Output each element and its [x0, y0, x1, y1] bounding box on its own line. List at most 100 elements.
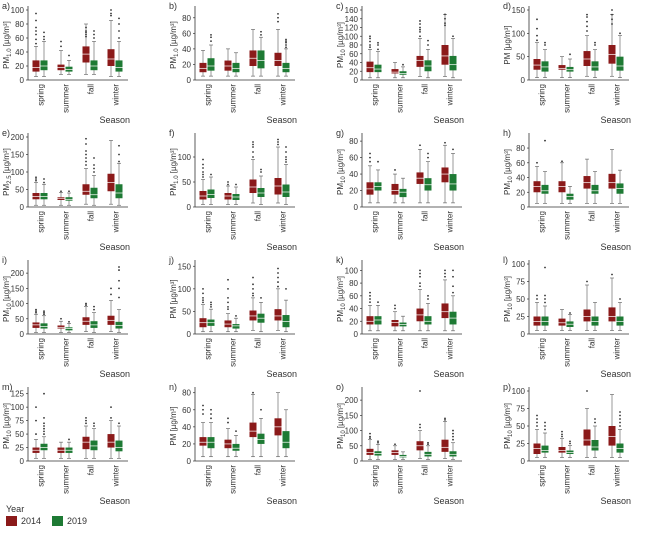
panel-label: e): [2, 128, 10, 138]
outlier: [227, 287, 229, 290]
panel-label: b): [169, 1, 177, 11]
outlier: [536, 18, 538, 21]
outlier: [544, 294, 546, 297]
outlier: [35, 30, 37, 32]
outlier: [377, 441, 379, 444]
x-tick-label-fall: fall: [254, 84, 263, 94]
outlier: [277, 12, 279, 15]
y-tick-label: 50: [516, 295, 525, 304]
outlier: [444, 417, 446, 420]
outlier: [444, 272, 446, 275]
outlier: [544, 425, 546, 427]
outlier: [252, 287, 254, 290]
outlier: [285, 146, 287, 148]
outlier: [285, 158, 287, 161]
outlier: [619, 414, 621, 417]
outlier: [569, 442, 571, 445]
outlier: [444, 22, 446, 25]
y-tick-label: 25: [15, 444, 24, 453]
y-axis-label: PM10 [µg/m³]: [336, 22, 347, 68]
x-axis-title: Season: [433, 369, 464, 379]
y-tick-label: 150: [11, 151, 25, 160]
legend-item-2019: 2019: [52, 516, 87, 526]
outlier: [85, 153, 87, 156]
outlier: [427, 152, 429, 155]
outlier: [419, 28, 421, 31]
y-tick-label: 75: [516, 278, 525, 287]
box-2014-spring: [199, 437, 207, 446]
y-tick-label: 25: [516, 313, 525, 322]
outlier: [202, 163, 204, 166]
panel-label: m): [2, 382, 13, 392]
box-2014-fall: [82, 46, 90, 63]
box-2014-fall: [416, 55, 424, 67]
outlier: [85, 164, 87, 166]
outlier: [93, 425, 95, 427]
outlier: [35, 308, 37, 311]
outlier: [252, 141, 254, 143]
outlier: [444, 141, 446, 144]
legend-label-2019: 2019: [67, 516, 88, 526]
box-2014-winter: [274, 309, 282, 321]
outlier: [210, 417, 212, 420]
legend-swatch-2014: [6, 516, 17, 526]
y-axis-label: PM1.0 [µg/m³]: [169, 21, 180, 69]
outlier: [227, 308, 229, 311]
outlier: [402, 63, 404, 66]
outlier: [43, 433, 45, 435]
box-2014-fall: [249, 422, 257, 438]
y-tick-label: 200: [11, 133, 25, 142]
outlier: [285, 44, 287, 46]
outlier: [594, 418, 596, 420]
y-tick-label: 60: [349, 154, 358, 163]
outlier: [369, 160, 371, 163]
x-tick-label-fall: fall: [588, 84, 597, 94]
panel-label: a): [2, 1, 10, 11]
x-axis-title: Season: [266, 369, 297, 379]
outlier: [536, 161, 538, 164]
box-2019-summer: [65, 66, 73, 72]
outlier: [118, 17, 120, 20]
outlier: [210, 40, 212, 43]
outlier: [419, 269, 421, 272]
y-tick-label: 50: [15, 430, 24, 439]
outlier: [43, 31, 45, 34]
outlier: [68, 54, 70, 57]
y-axis-label: PM10 [µg/m³]: [336, 276, 347, 322]
outlier: [377, 44, 379, 46]
y-tick-label: 20: [516, 188, 525, 197]
outlier: [561, 433, 563, 436]
outlier: [369, 44, 371, 46]
outlier: [285, 40, 287, 43]
x-tick-label-spring: spring: [371, 338, 380, 360]
outlier: [35, 42, 37, 45]
box-2019-summer: [232, 443, 240, 451]
outlier: [619, 298, 621, 300]
x-axis-title: Season: [266, 242, 297, 252]
y-tick-label: 20: [349, 67, 358, 76]
x-tick-label-spring: spring: [371, 211, 380, 233]
outlier: [43, 422, 45, 425]
outlier: [43, 430, 45, 433]
box-2014-fall: [583, 429, 591, 446]
outlier: [586, 13, 588, 16]
x-tick-label-summer: summer: [396, 211, 405, 240]
y-tick-label: 100: [345, 427, 359, 436]
x-tick-label-spring: spring: [538, 211, 547, 233]
outlier: [93, 308, 95, 311]
outlier: [586, 16, 588, 18]
box-2019-winter: [449, 174, 457, 191]
y-tick-label: 100: [178, 153, 192, 162]
outlier: [586, 20, 588, 23]
outlier: [544, 428, 546, 431]
outlier: [118, 279, 120, 282]
panel-a: a) 0 20 40 60 80 100 PM1.0 [µg/m³] spring summer f…: [2, 1, 130, 125]
x-tick-label-fall: fall: [254, 211, 263, 221]
x-tick-label-spring: spring: [37, 84, 46, 106]
y-tick-label: 60: [516, 159, 525, 168]
x-tick-label-winter: winter: [613, 211, 622, 234]
y-tick-label: 50: [15, 315, 24, 324]
y-axis-label: PM10 [µg/m³]: [503, 276, 514, 322]
